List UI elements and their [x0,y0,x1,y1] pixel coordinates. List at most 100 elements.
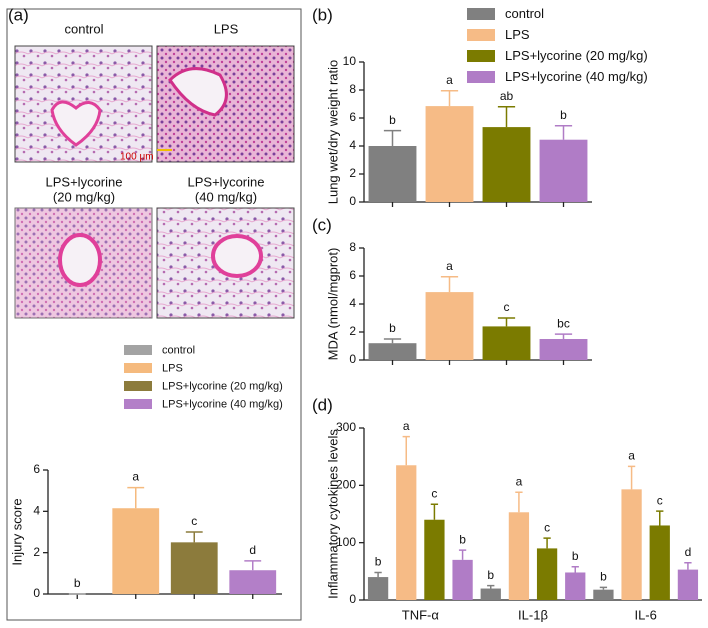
legend-swatch [124,381,152,391]
bar [368,146,417,202]
image-caption: LPS+lycorine [188,174,265,189]
error-bar [402,435,410,466]
bar [482,127,531,202]
y-tick-label: 0 [349,592,356,606]
error-bar [244,560,262,571]
y-tick-label: 0 [33,586,40,600]
y-tick-label: 10 [343,54,357,68]
y-tick-label: 6 [349,268,356,282]
error-bar [554,124,573,140]
panel-label: (c) [312,215,332,234]
error-bar [458,549,467,560]
bar [536,548,558,600]
significance-letter: b [389,113,396,127]
error-bar [515,491,523,513]
error-bar [383,338,402,344]
bar [508,512,530,600]
y-axis-label: MDA (nmol/mgprot) [325,248,340,361]
legend-label: LPS+lycorine (20 mg/kg) [505,48,648,63]
legend-swatch [124,399,152,409]
legend-swatch [467,29,495,41]
bar [368,343,417,360]
histology-images [14,45,295,319]
bar [677,569,699,600]
bar [482,326,531,360]
bar [649,525,670,600]
bar [424,519,445,600]
bar [452,559,473,600]
error-bar [374,571,382,578]
error-bar [554,333,573,339]
y-tick-label: 300 [336,420,356,434]
bar [480,588,501,600]
legend-label: LPS+lycorine (20 mg/kg) [162,380,283,392]
significance-letter: b [74,576,81,590]
bar [425,292,474,360]
significance-letter: c [504,300,510,314]
error-bar [571,565,579,573]
y-tick-label: 0 [349,194,356,208]
significance-letter: b [459,532,466,546]
error-bar [487,584,495,589]
error-bar [599,586,608,590]
error-bar [127,486,145,509]
error-bar [684,561,692,570]
x-tick-label: IL-1β [518,607,548,622]
image-caption: LPS [214,21,239,36]
significance-letter: a [446,73,453,87]
bar [170,542,218,594]
legend-swatch [467,8,495,20]
panel-label: (b) [312,5,333,24]
error-bar [656,510,664,526]
bar [539,139,588,202]
significance-letter: d [249,543,256,557]
y-tick-label: 4 [349,138,356,152]
legend-swatch [124,345,152,355]
significance-letter: a [403,419,410,433]
significance-letter: b [572,549,579,563]
bar [229,570,277,594]
error-bar [627,465,636,490]
image-caption: control [64,21,103,36]
y-tick-label: 100 [336,535,356,549]
image-caption: (40 mg/kg) [195,189,257,204]
bar [367,577,389,600]
bar [539,339,588,360]
significance-letter: c [657,493,663,507]
y-axis-label: Lung wet/dry weight ratio [325,60,340,205]
bar [593,589,614,600]
y-tick-label: 2 [349,166,356,180]
error-bar [440,275,459,293]
scale-bar-label: 100 μm [120,152,154,163]
legend-swatch [467,50,495,62]
legend-label: LPS+lycorine (40 mg/kg) [162,398,283,410]
error-bar [185,531,203,543]
legend-label: LPS [162,362,183,374]
significance-letter: a [628,449,635,463]
significance-letter: b [560,108,567,122]
y-tick-label: 2 [349,324,356,338]
bar [112,508,160,594]
y-tick-label: 8 [349,240,356,254]
significance-letter: b [487,568,494,582]
error-bar [497,106,516,128]
y-tick-label: 200 [336,478,356,492]
y-axis-label: Injury score [9,498,24,565]
x-tick-label: IL-6 [634,607,656,622]
significance-letter: a [516,474,523,488]
legend-swatch [124,363,152,373]
legend-label: control [505,6,544,21]
legend-swatch [467,71,495,83]
y-tick-label: 6 [349,110,356,124]
significance-letter: ab [500,89,514,103]
significance-letter: c [544,520,550,534]
y-tick-label: 4 [349,296,356,310]
y-tick-label: 2 [33,545,40,559]
significance-letter: d [685,545,692,559]
significance-letter: c [431,486,437,500]
panel-label: (a) [8,5,29,24]
y-tick-label: 6 [33,462,40,476]
bar [425,106,474,202]
legend-label: LPS [505,27,530,42]
